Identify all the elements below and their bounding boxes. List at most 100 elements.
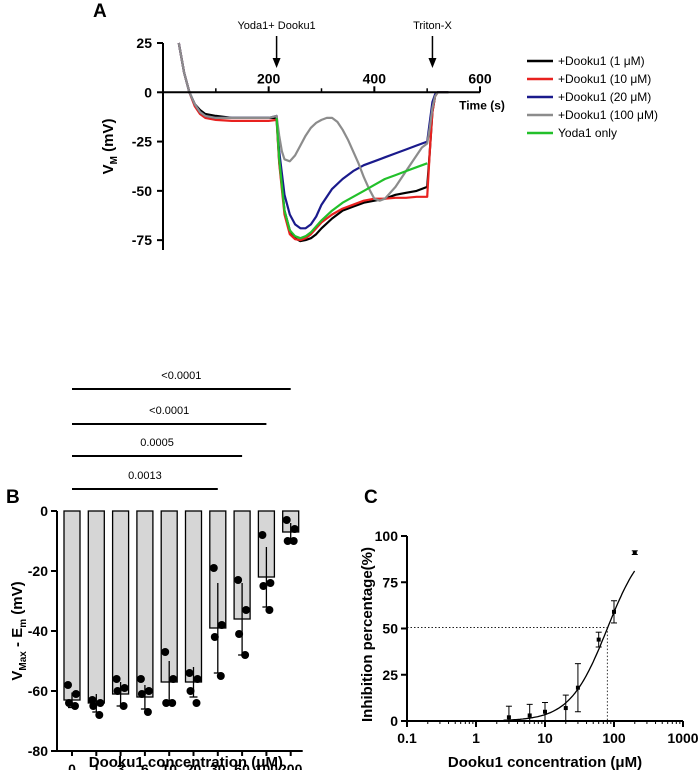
legend-label-3: +Dooku1 (100 μM) [558, 108, 658, 122]
data-point [168, 699, 177, 707]
data-point [217, 621, 226, 629]
data-point [290, 525, 299, 533]
y-tick-label: 75 [382, 574, 398, 590]
x-tick-label: 400 [363, 70, 387, 86]
data-point [235, 630, 244, 638]
x-tick-label: 10 [161, 761, 177, 770]
y-tick-label: 0 [144, 84, 152, 100]
x-tick-label: 100 [255, 761, 279, 770]
x-tick-label: 60 [234, 761, 250, 770]
data-point [282, 516, 291, 524]
data-point [162, 699, 171, 707]
fit-curve [503, 570, 636, 721]
x-tick-label: 0.1 [397, 730, 417, 746]
data-point [527, 713, 532, 718]
x-axis-title: Dooku1 concentration (μM) [89, 754, 283, 770]
data-point [113, 687, 122, 695]
bar-1 [87, 510, 105, 704]
x-tick-label: 0 [68, 761, 76, 770]
data-point [192, 699, 201, 707]
data-point [137, 690, 146, 698]
panel-c-chart: 0 25 50 75 100 0.1 1 10 100 1000 Dooku1 concentrat… [359, 528, 699, 770]
data-point [283, 537, 292, 545]
data-point [265, 606, 274, 614]
data-point [96, 699, 105, 707]
x-tick-label: 600 [468, 70, 492, 86]
data-point [186, 687, 195, 695]
series-line-1 [177, 42, 449, 242]
y-axis-title-unit: (mV) [100, 119, 117, 157]
data-point [143, 708, 152, 716]
panel-a-letter: A [93, 1, 107, 22]
y-tick-label: -80 [28, 743, 48, 759]
panel-a-legend: +Dooku1 (1 μM) +Dooku1 (10 μM) +Dooku1 (20… [527, 54, 658, 140]
y-axis-title-sub1: Max [18, 651, 29, 671]
series-line-3 [177, 42, 449, 202]
series-line-0 [177, 42, 449, 243]
legend-label-0: +Dooku1 (1 μM) [558, 54, 645, 68]
bar-3 [111, 510, 130, 695]
y-tick-label: 100 [375, 528, 399, 544]
y-axis-title: VM (mV) [100, 119, 120, 175]
annotation-arrow-head-0 [272, 58, 281, 68]
data-point [234, 576, 243, 584]
data-point [161, 648, 170, 656]
data-point [575, 685, 580, 690]
data-point [119, 702, 128, 710]
y-tick-label: 25 [136, 35, 152, 51]
data-point [210, 633, 219, 641]
y-tick-label: -60 [28, 683, 48, 699]
y-tick-label: 50 [382, 621, 398, 637]
data-point [242, 606, 251, 614]
y-axis-title-sub2: m [18, 619, 29, 628]
data-point [543, 709, 547, 714]
y-axis-title-main: V [9, 671, 26, 681]
y-tick-label: -75 [132, 232, 152, 248]
data-point [136, 675, 145, 683]
series-line-4 [275, 117, 428, 240]
data-point [289, 537, 298, 545]
annotation-arrow-head-1 [428, 58, 437, 68]
x-tick-label: 6 [141, 761, 149, 770]
bar-0 [63, 510, 81, 701]
bar-20 [184, 510, 203, 683]
data-point [216, 672, 225, 680]
y-axis-title-unit: (mV) [9, 581, 26, 619]
x-tick-label: 200 [279, 761, 303, 770]
x-tick-label: 200 [257, 70, 281, 86]
y-axis-title-mid: - E [9, 628, 26, 651]
series-line-2 [177, 42, 449, 230]
y-axis-title: VMax - Em (mV) [9, 581, 29, 680]
data-point [71, 702, 79, 710]
data-point [144, 687, 153, 695]
annotation-label-0: Yoda1+ Dooku1 [237, 20, 315, 32]
x-axis-title: Dooku1 concentration (μM) [448, 754, 642, 770]
data-point [95, 711, 104, 719]
y-tick-label: 0 [40, 503, 48, 519]
data-point [120, 684, 129, 692]
data-point [89, 702, 98, 710]
data-point [193, 675, 202, 683]
data-point [596, 637, 601, 642]
legend-label-4: Yoda1 only [558, 126, 617, 140]
data-point [266, 579, 275, 587]
data-point [64, 681, 72, 689]
data-point [65, 699, 73, 707]
bar-6 [136, 510, 154, 698]
data-point [612, 609, 616, 614]
data-point [241, 651, 250, 659]
y-axis-title: Inhibition percentage(%) [359, 547, 376, 722]
y-tick-label: 25 [382, 667, 398, 683]
panel-b-letter: B [6, 487, 20, 508]
data-point [88, 696, 97, 704]
y-tick-label: 0 [390, 713, 398, 729]
x-tick-label: 10 [537, 730, 553, 746]
annotation-label-1: Triton-X [413, 20, 452, 32]
panel-c-letter: C [364, 487, 378, 508]
significance-label: 0.0005 [140, 437, 174, 449]
data-point [72, 690, 80, 698]
y-tick-label: -50 [132, 183, 152, 199]
data-point [169, 675, 178, 683]
significance-label: 0.0013 [128, 470, 162, 482]
